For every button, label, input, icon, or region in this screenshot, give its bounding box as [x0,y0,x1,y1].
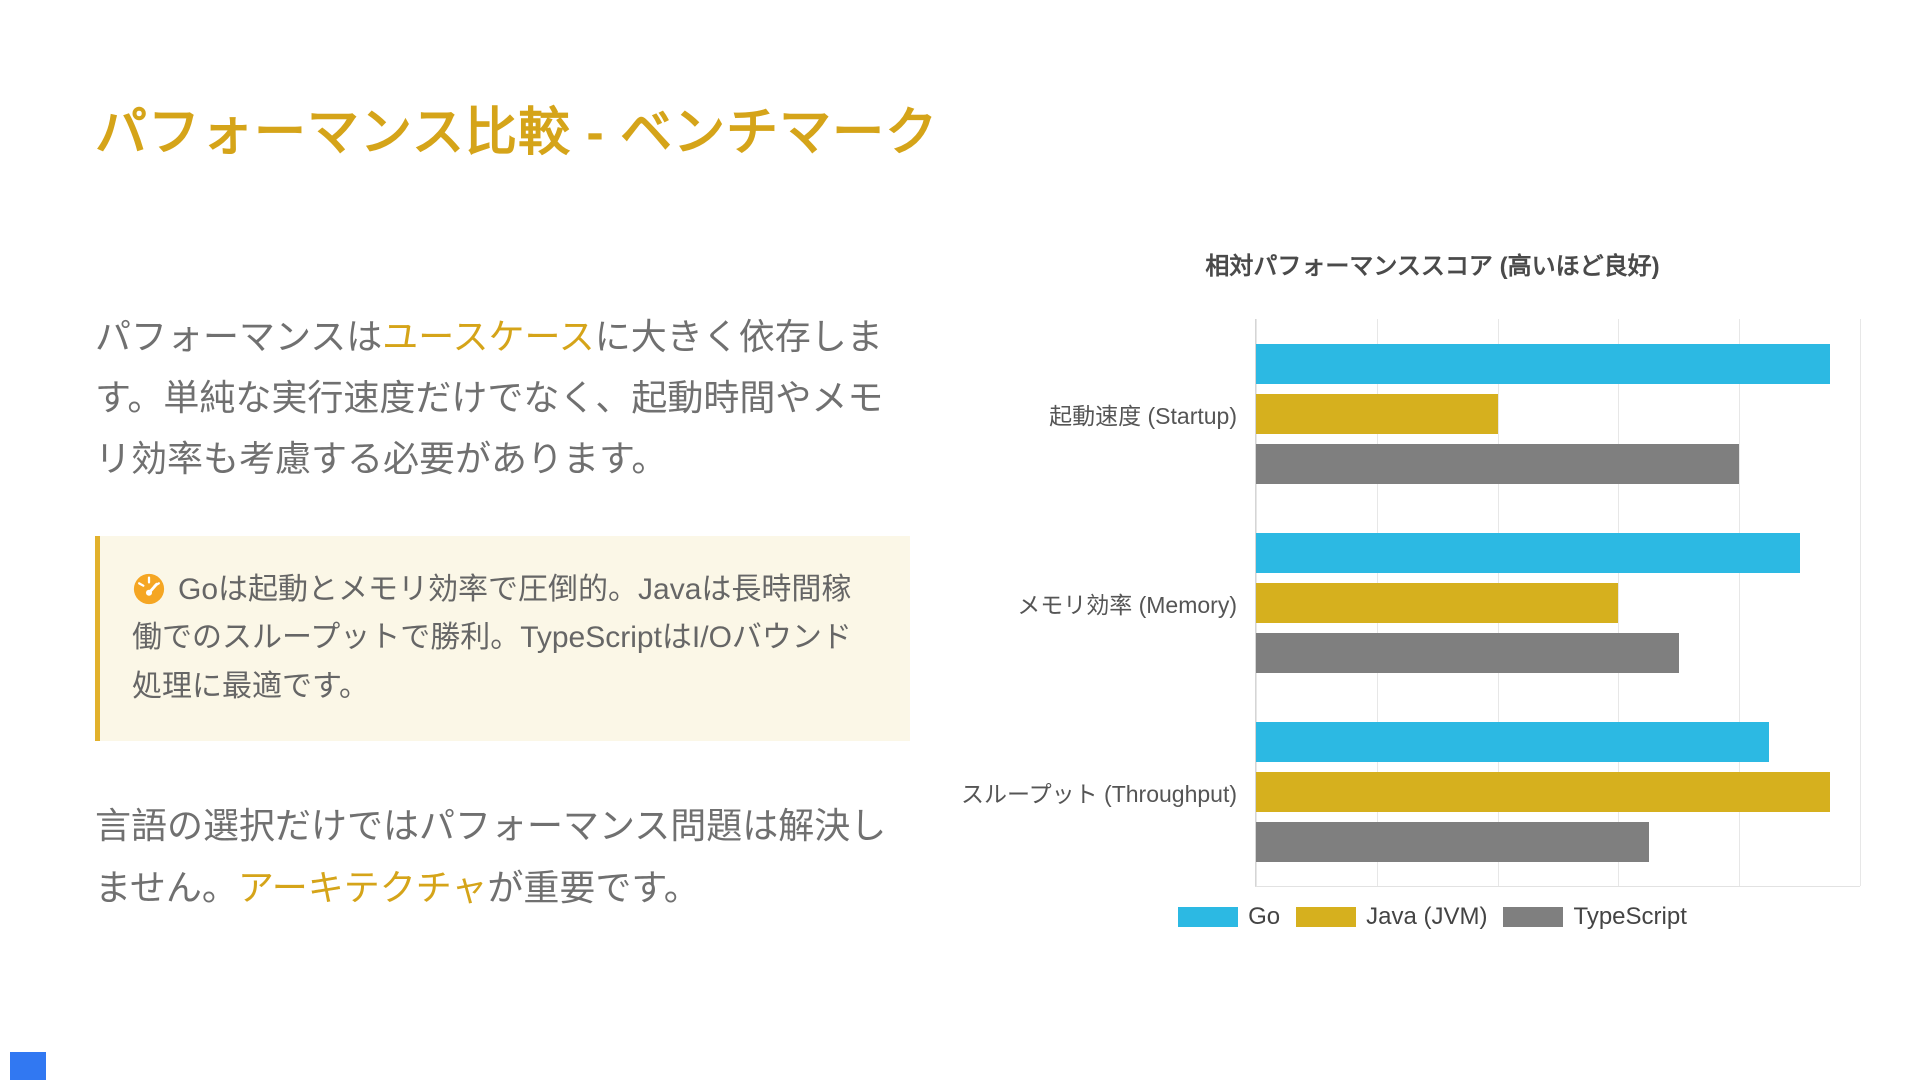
gauge-icon [132,572,166,606]
chart-plot [1255,319,1861,887]
bar-typescript [1256,443,1740,484]
legend-label: Go [1248,903,1281,930]
chart-title: 相対パフォーマンススコア (高いほど良好) [1205,253,1660,280]
gridline [1618,319,1620,886]
legend-swatch [1296,907,1357,927]
intro-text-post: に大きく依存します。単純な実行速度だけでなく、起動時間やメモリ効率も考慮する必要… [95,316,884,480]
chart-labels: 起動速度 (Startup) メモリ効率 (Memory) スループット (Thro… [961,319,1255,887]
chart-group [1256,319,1860,508]
text-column: パフォーマンスはユースケースに大きく依存します。単純な実行速度だけでなく、起動時… [95,306,910,918]
outro-highlight: アーキテクチャ [237,866,488,908]
legend-swatch [1178,907,1239,927]
legend-item: Java (JVM) [1296,903,1487,931]
outro-paragraph: 言語の選択だけではパフォーマンス問題は解決しません。アーキテクチャが重要です。 [95,795,910,917]
page-title: パフォーマンス比較 - ベンチマーク [95,104,939,162]
chart-category-label: メモリ効率 (Memory) [1017,591,1237,618]
intro-text-pre: パフォーマンスは [95,316,383,357]
outro-text-pre: 言語の選択だけではパフォーマンス問題は解決しません。 [95,805,887,908]
gridline [1739,319,1741,886]
legend-label: Java (JVM) [1366,903,1488,930]
legend-swatch [1503,907,1564,927]
intro-paragraph: パフォーマンスはユースケースに大きく依存します。単純な実行速度だけでなく、起動時… [95,306,910,490]
bar-java-jvm [1256,582,1619,623]
bar-typescript [1256,821,1649,862]
legend-item: Go [1178,903,1280,931]
bar-go [1256,343,1830,384]
bar-java-jvm [1256,393,1498,434]
benchmark-chart: 相対パフォーマンススコア (高いほど良好) 起動速度 (Startup) メモリ効… [961,246,1861,931]
callout-text: Goは起動とメモリ効率で圧倒的。Javaは長時間稼働でのスループットで勝利。Ty… [132,572,852,703]
chart-group [1256,697,1860,886]
chart-legend: Go Java (JVM) TypeScript [1005,903,1860,931]
chart-category-label: スループット (Throughput) [961,781,1237,808]
intro-highlight: ユースケース [382,316,595,357]
bar-go [1256,532,1800,573]
bar-typescript [1256,632,1679,673]
chart-group [1256,508,1860,697]
chart-category-label: 起動速度 (Startup) [1049,402,1237,429]
chart-groups [1256,319,1860,886]
outro-text-post: が重要です。 [487,866,700,908]
legend-item: TypeScript [1503,903,1687,931]
bar-java-jvm [1256,771,1830,812]
corner-accent-shape [10,1052,46,1080]
gridline [1860,319,1861,886]
callout-box: Goは起動とメモリ効率で圧倒的。Javaは長時間稼働でのスループットで勝利。Ty… [95,535,910,742]
chart-body: 起動速度 (Startup) メモリ効率 (Memory) スループット (Thro… [961,319,1861,887]
bar-go [1256,721,1770,762]
legend-label: TypeScript [1573,903,1687,930]
